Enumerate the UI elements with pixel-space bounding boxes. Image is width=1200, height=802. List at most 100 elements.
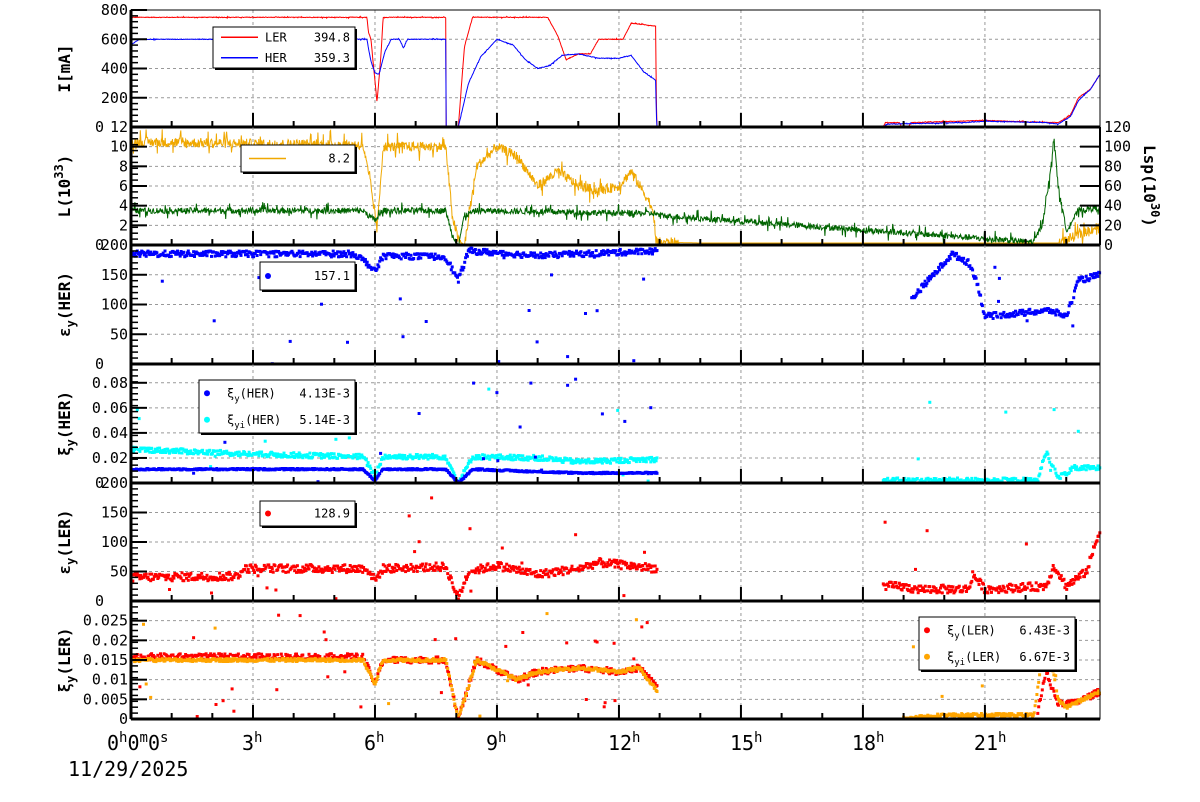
data-point — [271, 567, 274, 570]
data-point — [243, 568, 246, 571]
data-point — [596, 641, 599, 644]
data-point — [560, 571, 563, 574]
data-point — [393, 570, 396, 573]
data-point — [1036, 686, 1039, 689]
data-point — [376, 675, 379, 678]
data-point — [150, 573, 153, 576]
data-point — [213, 319, 216, 322]
data-point — [331, 571, 334, 574]
data-point — [883, 584, 886, 587]
data-point — [1047, 581, 1050, 584]
data-point — [231, 687, 234, 690]
data-point — [629, 567, 632, 570]
data-point — [192, 636, 195, 639]
data-point — [256, 254, 259, 257]
data-point — [313, 567, 316, 570]
data-point — [172, 577, 175, 580]
y-tick-label: 150 — [101, 266, 128, 284]
data-point — [1047, 457, 1050, 460]
data-point — [359, 570, 362, 573]
data-point — [326, 675, 329, 678]
data-point — [314, 653, 317, 656]
data-point — [412, 257, 415, 260]
data-point — [449, 680, 452, 683]
data-point — [614, 699, 617, 702]
data-point — [145, 683, 148, 686]
data-point — [1002, 311, 1005, 314]
data-point — [369, 467, 372, 470]
axis-title: εy(LER) — [55, 509, 78, 574]
data-point — [496, 459, 499, 462]
legend-value: 8.2 — [328, 152, 350, 166]
axis-title-part: I[mA] — [55, 44, 74, 92]
data-point — [933, 274, 936, 277]
data-point — [224, 577, 227, 580]
data-point — [192, 472, 195, 475]
data-point — [894, 581, 897, 584]
data-point — [1029, 477, 1032, 480]
data-point — [554, 574, 557, 577]
data-point — [958, 585, 961, 588]
data-point — [997, 300, 1000, 303]
data-point — [459, 273, 462, 276]
data-point — [181, 452, 184, 455]
data-point — [970, 580, 973, 583]
data-point — [486, 562, 489, 565]
data-point — [526, 573, 529, 576]
data-point — [317, 565, 320, 568]
data-point — [604, 701, 607, 704]
legend-name-main: HER — [265, 51, 287, 65]
data-point — [916, 477, 919, 480]
data-point — [469, 250, 472, 253]
data-point — [1091, 553, 1094, 556]
data-point — [969, 585, 972, 588]
data-point — [214, 455, 217, 458]
legend-name-main: ξ — [227, 413, 234, 427]
data-point — [506, 679, 509, 682]
axis-title-part: ) — [55, 155, 74, 165]
data-point — [161, 280, 164, 283]
data-point — [1063, 578, 1066, 581]
data-point — [471, 673, 474, 676]
data-point — [452, 698, 455, 701]
data-point — [454, 637, 457, 640]
data-point — [1023, 585, 1026, 588]
data-point — [308, 452, 311, 455]
data-point — [640, 252, 643, 255]
data-point — [260, 451, 263, 454]
data-point — [356, 654, 359, 657]
data-point — [595, 249, 598, 252]
data-point — [237, 653, 240, 656]
data-point — [541, 575, 544, 578]
data-point — [503, 256, 506, 259]
data-point — [289, 340, 292, 343]
data-point — [519, 569, 522, 572]
data-point — [1030, 584, 1033, 587]
data-point — [1054, 314, 1057, 317]
data-point — [901, 589, 904, 592]
data-point — [1040, 694, 1043, 697]
data-point — [442, 563, 445, 566]
data-point — [351, 653, 354, 656]
data-point — [138, 417, 141, 420]
data-point — [255, 656, 258, 659]
data-point — [469, 679, 472, 682]
data-point — [361, 653, 364, 656]
legend-name-suffix: (HER) — [245, 413, 281, 427]
data-point — [585, 698, 588, 701]
data-point — [599, 458, 602, 461]
data-point — [444, 455, 447, 458]
data-point — [427, 458, 430, 461]
data-point — [1043, 680, 1046, 683]
data-point — [926, 529, 929, 532]
data-point — [500, 562, 503, 565]
data-point — [899, 584, 902, 587]
data-point — [607, 254, 610, 257]
data-point — [276, 568, 279, 571]
data-point — [947, 585, 950, 588]
data-point — [448, 675, 451, 678]
data-point — [503, 566, 506, 569]
data-point — [1018, 586, 1021, 589]
data-point — [656, 456, 659, 459]
data-point — [557, 255, 560, 258]
